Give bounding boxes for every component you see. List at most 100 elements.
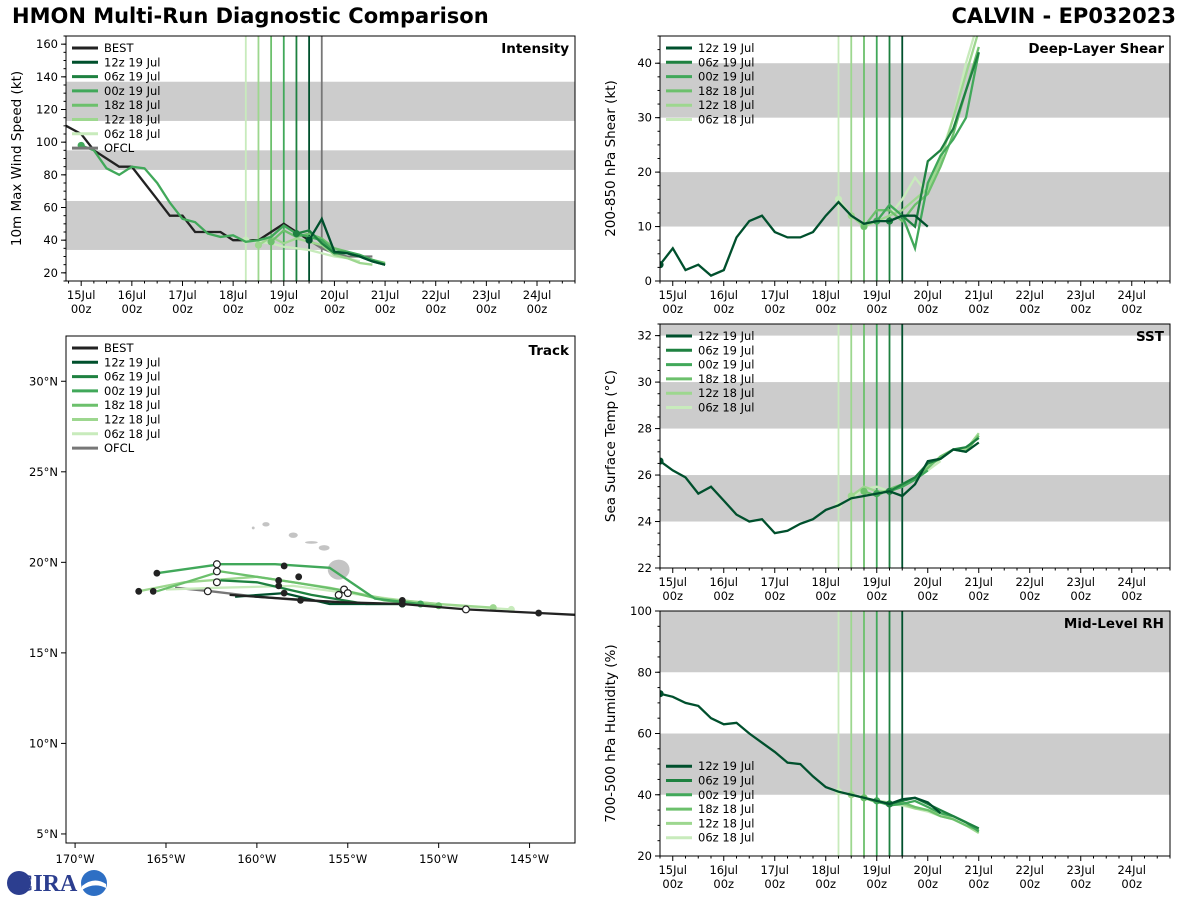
shear-init-marker-18z-18-jul xyxy=(860,222,868,231)
intensity-ytick-label: 60 xyxy=(43,201,58,215)
sst-xtick-hour: 00z xyxy=(1121,589,1142,603)
legend-label-06z-18-jul: 06z 18 Jul xyxy=(104,127,161,141)
track-xtick-label: 150°W xyxy=(419,852,458,866)
shear-xtick-hour: 00z xyxy=(662,302,683,316)
shear-title: Deep-Layer Shear xyxy=(1028,41,1164,57)
island-niihau xyxy=(251,526,255,530)
sst-xtick-day: 18Jul xyxy=(811,575,840,589)
track-open-marker xyxy=(334,590,343,599)
intensity-init-marker-06z-19-jul xyxy=(292,230,301,238)
shear-xtick-day: 20Jul xyxy=(913,288,942,302)
shear-xtick-day: 21Jul xyxy=(964,288,993,302)
track-open-marker xyxy=(212,578,221,587)
rh-series-12z-19-jul xyxy=(660,692,942,814)
intensity-title: Intensity xyxy=(501,41,569,57)
intensity-xtick-day: 20Jul xyxy=(320,288,349,302)
sst-xtick-hour: 00z xyxy=(866,589,887,603)
shear-xtick-hour: 00z xyxy=(1070,302,1091,316)
legend-label-18z-18-jul: 18z 18 Jul xyxy=(698,802,755,816)
rh-xtick-hour: 00z xyxy=(815,877,836,891)
legend-label-06z-19-jul: 06z 19 Jul xyxy=(104,370,161,384)
intensity-plot-area xyxy=(66,36,575,281)
intensity-xtick-day: 22Jul xyxy=(421,288,450,302)
intensity-ytick-label: 100 xyxy=(36,135,58,149)
track-position-marker xyxy=(280,589,288,597)
intensity-ytick-label: 40 xyxy=(43,233,58,247)
track-ytick-label: 15°N xyxy=(29,646,58,660)
rh-xtick-hour: 00z xyxy=(713,877,734,891)
sst-band-1 xyxy=(660,382,1170,429)
rh-xtick-hour: 00z xyxy=(1019,877,1040,891)
intensity-xtick-hour: 00z xyxy=(273,302,294,316)
sst-ytick-label: 32 xyxy=(637,329,652,343)
track-position-marker xyxy=(297,596,304,604)
island-hawaii xyxy=(327,559,350,580)
sst-xtick-hour: 00z xyxy=(713,589,734,603)
intensity-ylabel: 10m Max Wind Speed (kt) xyxy=(9,71,25,246)
track-frame xyxy=(65,335,576,844)
track-xtick-label: 165°W xyxy=(146,852,185,866)
rh-xtick-day: 22Jul xyxy=(1015,863,1044,877)
legend-label-12z-18-jul: 12z 18 Jul xyxy=(104,413,161,427)
legend-label-00z-19-jul: 00z 19 Jul xyxy=(698,788,755,802)
track-position-marker xyxy=(398,596,406,604)
intensity-xtick-day: 18Jul xyxy=(219,288,248,302)
track-ytick-label: 30°N xyxy=(29,374,58,388)
intensity-xtick-day: 15Jul xyxy=(67,288,96,302)
page-title: HMON Multi-Run Diagnostic Comparison xyxy=(12,4,489,28)
storm-id: CALVIN - EP032023 xyxy=(951,4,1176,28)
sst-xtick-hour: 00z xyxy=(764,589,785,603)
sst-ytick-label: 28 xyxy=(637,422,652,436)
rh-title: Mid-Level RH xyxy=(1064,616,1164,632)
sst-xtick-day: 23Jul xyxy=(1066,575,1095,589)
legend-label-18z-18-jul: 18z 18 Jul xyxy=(104,98,161,112)
legend-label-12z-19-jul: 12z 19 Jul xyxy=(104,355,161,369)
shear-ylabel: 200-850 hPa Shear (kt) xyxy=(603,80,619,237)
track-xtick-label: 155°W xyxy=(328,852,367,866)
legend-label-best: BEST xyxy=(104,341,134,355)
legend-label-12z-18-jul: 12z 18 Jul xyxy=(698,98,755,112)
sst-title: SST xyxy=(1136,329,1165,345)
intensity-ytick-label: 120 xyxy=(36,103,58,117)
sst-xtick-day: 21Jul xyxy=(964,575,993,589)
shear-xtick-hour: 00z xyxy=(764,302,785,316)
rh-xtick-hour: 00z xyxy=(1070,877,1091,891)
rh-xtick-hour: 00z xyxy=(662,877,683,891)
cira-logo: CIRA xyxy=(7,870,107,897)
shear-xtick-day: 15Jul xyxy=(658,288,687,302)
sst-init-marker-12z-19-jul xyxy=(660,457,664,465)
rh-xtick-hour: 00z xyxy=(1121,877,1142,891)
rh-panel: 2040608010015Jul00z16Jul00z17Jul00z18Jul… xyxy=(603,604,1171,891)
track-open-marker xyxy=(461,605,470,614)
intensity-ytick-label: 20 xyxy=(43,266,58,280)
sst-xtick-day: 16Jul xyxy=(709,575,738,589)
legend-label-18z-18-jul: 18z 18 Jul xyxy=(698,372,755,386)
rh-plot-area xyxy=(660,611,1170,856)
legend-label-00z-19-jul: 00z 19 Jul xyxy=(104,384,161,398)
legend-label-12z-19-jul: 12z 19 Jul xyxy=(104,55,161,69)
legend-label-12z-19-jul: 12z 19 Jul xyxy=(698,329,755,343)
rh-band-1 xyxy=(660,611,1170,673)
intensity-init-marker-18z-18-jul xyxy=(267,238,275,246)
track-plot-area xyxy=(135,522,575,617)
sst-xtick-hour: 00z xyxy=(1070,589,1091,603)
rh-ylabel: 700-500 hPa Humidity (%) xyxy=(603,644,619,822)
island-molokai xyxy=(305,541,318,544)
rh-xtick-day: 16Jul xyxy=(709,863,738,877)
shear-ytick-label: 40 xyxy=(637,56,652,70)
legend-label-ofcl: OFCL xyxy=(104,141,135,155)
track-position-marker xyxy=(135,587,143,595)
intensity-xtick-hour: 00z xyxy=(476,302,497,316)
sst-xtick-hour: 00z xyxy=(917,589,938,603)
shear-xtick-day: 24Jul xyxy=(1117,288,1146,302)
rh-ytick-label: 100 xyxy=(630,604,652,618)
track-panel: 5°N 10°N 15°N 20°N 25°N 30°N 170°W 165°W 160°W 15… xyxy=(29,335,576,866)
shear-xtick-hour: 00z xyxy=(866,302,887,316)
sst-xtick-day: 19Jul xyxy=(862,575,891,589)
legend-label-ofcl: OFCL xyxy=(104,441,135,455)
intensity-xtick-hour: 00z xyxy=(122,302,143,316)
intensity-ytick-label: 80 xyxy=(43,168,58,182)
track-open-marker xyxy=(212,560,221,569)
legend-label-12z-18-jul: 12z 18 Jul xyxy=(104,113,161,127)
rh-ytick-label: 60 xyxy=(637,727,652,741)
